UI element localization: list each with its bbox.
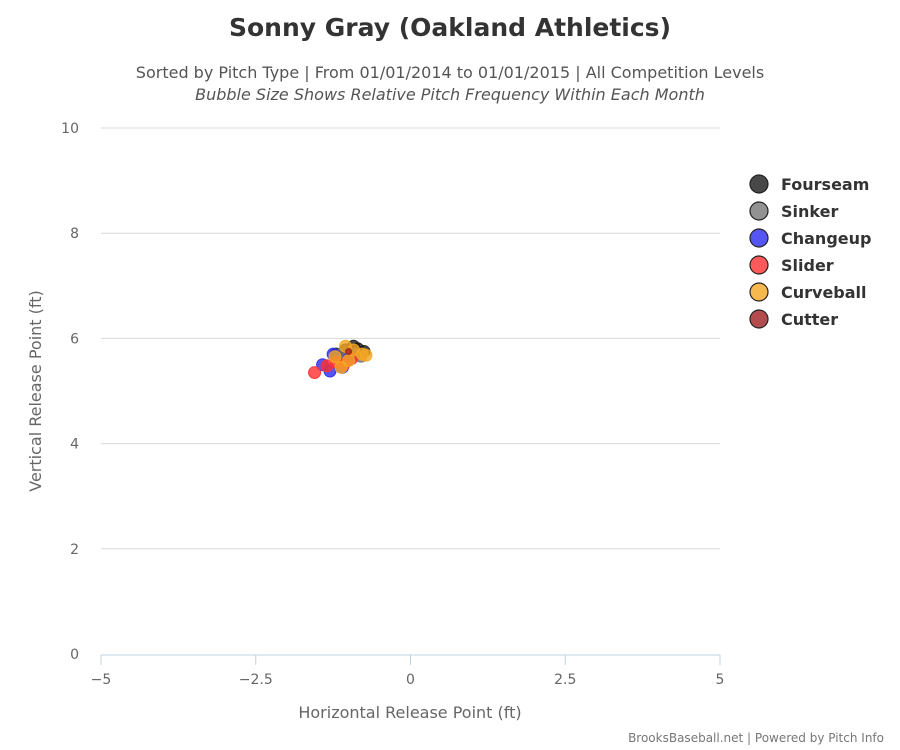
- y-tick-label: 6: [70, 331, 79, 347]
- data-points: [308, 339, 373, 380]
- legend: Fourseam Sinker Changeup Slider Curveball Cut…: [749, 174, 871, 329]
- x-tick-label: 5: [716, 672, 725, 688]
- x-axis: −5 −2.5 0 2.5 5: [91, 654, 725, 688]
- x-tick-label: 2.5: [554, 672, 576, 688]
- legend-label: Changeup: [781, 229, 871, 248]
- data-point[interactable]: [328, 350, 342, 364]
- y-tick-label: 8: [70, 226, 79, 242]
- y-tick-label: 2: [70, 542, 79, 558]
- legend-label: Curveball: [781, 283, 867, 302]
- credits-link[interactable]: BrooksBaseball.net | Powered by Pitch In…: [628, 731, 884, 745]
- data-point[interactable]: [359, 348, 373, 362]
- y-axis-label: Vertical Release Point (ft): [26, 290, 45, 492]
- y-tick-label: 4: [70, 437, 79, 453]
- legend-label: Slider: [781, 256, 834, 275]
- legend-marker: [749, 282, 769, 302]
- x-tick-label: −5: [91, 672, 112, 688]
- legend-item-slider[interactable]: Slider: [749, 255, 834, 275]
- legend-label: Fourseam: [781, 175, 869, 194]
- legend-item-cutter[interactable]: Cutter: [749, 309, 838, 329]
- data-point[interactable]: [342, 353, 356, 367]
- x-tick-label: 0: [406, 672, 415, 688]
- y-tick-label: 0: [70, 647, 79, 663]
- legend-marker: [749, 201, 769, 221]
- legend-label: Sinker: [781, 202, 838, 221]
- chart-subtitle-2: Bubble Size Shows Relative Pitch Frequen…: [195, 85, 705, 104]
- legend-marker: [749, 228, 769, 248]
- chart-subtitle: Sorted by Pitch Type | From 01/01/2014 t…: [136, 63, 764, 82]
- legend-item-changeup[interactable]: Changeup: [749, 228, 871, 248]
- x-axis-label: Horizontal Release Point (ft): [298, 703, 521, 722]
- y-tick-label: 10: [61, 121, 79, 137]
- gridlines: [101, 127, 720, 550]
- series-cutter: [345, 348, 353, 356]
- legend-marker: [749, 255, 769, 275]
- x-tick-label: −2.5: [239, 672, 273, 688]
- legend-item-curveball[interactable]: Curveball: [749, 282, 867, 302]
- legend-marker: [749, 309, 769, 329]
- legend-label: Cutter: [781, 310, 838, 329]
- legend-marker: [749, 174, 769, 194]
- data-point[interactable]: [308, 366, 322, 380]
- chart-title: Sonny Gray (Oakland Athletics): [229, 13, 671, 42]
- y-axis-ticks: 0 2 4 6 8 10: [61, 121, 79, 663]
- data-point[interactable]: [345, 348, 353, 356]
- legend-item-sinker[interactable]: Sinker: [749, 201, 838, 221]
- legend-item-fourseam[interactable]: Fourseam: [749, 174, 869, 194]
